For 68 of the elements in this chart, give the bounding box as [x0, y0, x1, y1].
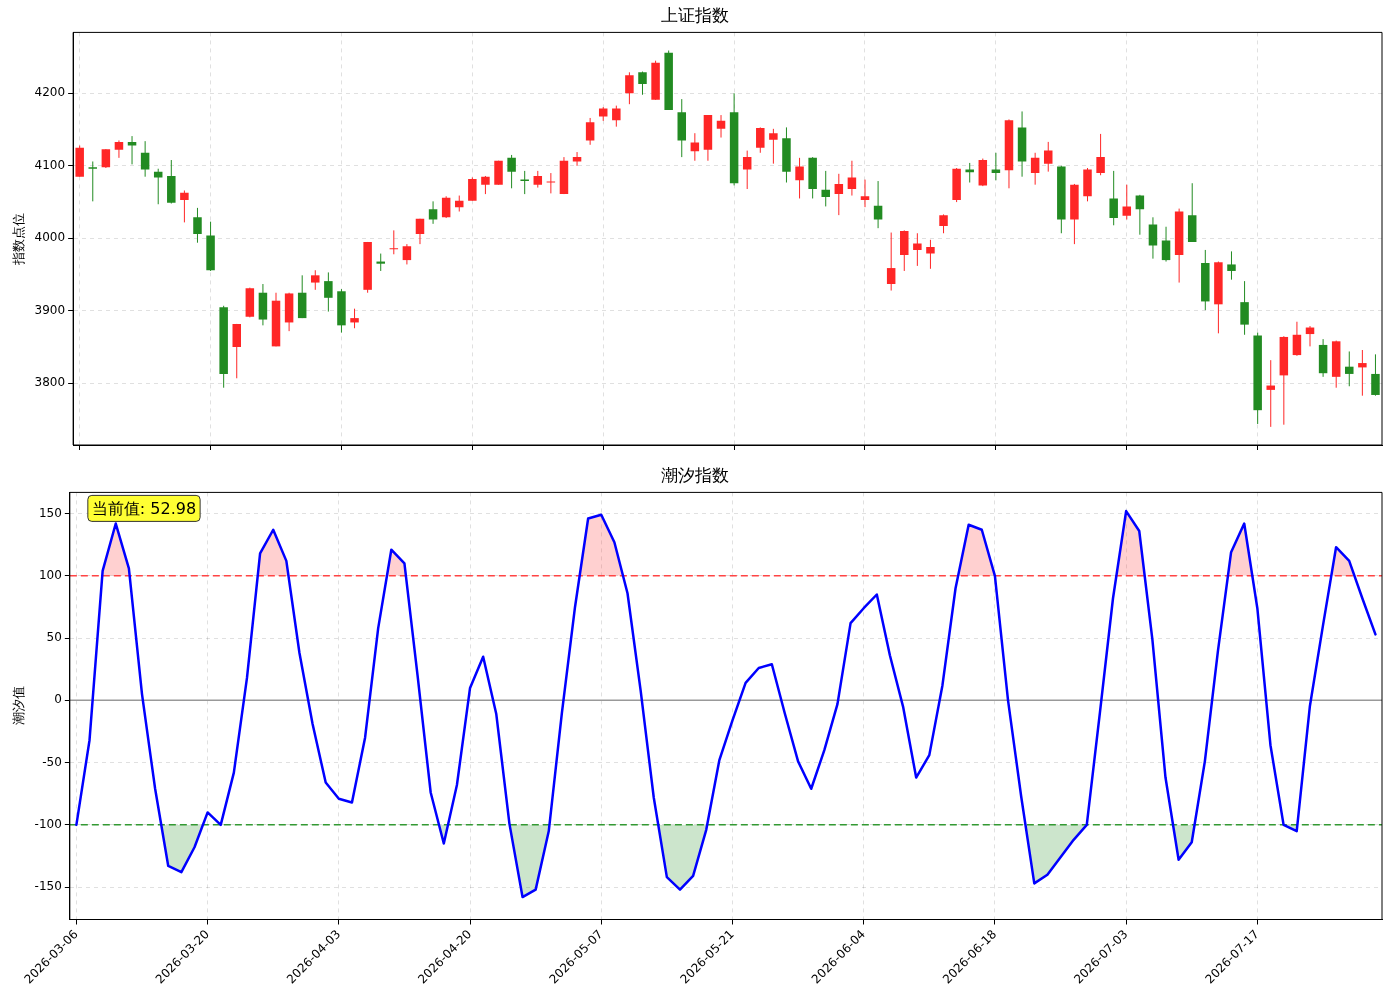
candlestick [468, 176, 477, 202]
candlestick [926, 239, 935, 270]
candlestick [180, 189, 189, 223]
candlestick [939, 213, 948, 234]
y-tick-label: -150 [34, 879, 62, 894]
candlestick [1148, 216, 1158, 260]
candlestick [1122, 184, 1132, 220]
y-tick-label: -100 [34, 816, 62, 831]
candlestick [1292, 321, 1302, 357]
candlestick [88, 160, 98, 202]
candlestick [716, 114, 726, 139]
y-tick-label: 0 [54, 692, 62, 707]
candlestick [742, 150, 752, 190]
candlestick [193, 207, 202, 244]
candlestick [232, 323, 241, 379]
candlestick [1030, 152, 1040, 186]
candlestick [834, 173, 844, 216]
candlestick [913, 232, 922, 267]
candlestick [756, 126, 765, 154]
y-tick-label: 100 [38, 567, 62, 582]
candlestick [821, 170, 830, 207]
candlestick [1043, 141, 1053, 173]
candlestick [1096, 133, 1105, 176]
y-tick-label: 150 [38, 505, 62, 520]
candlestick [350, 308, 359, 329]
candlestick [114, 139, 124, 159]
candlestick [1358, 349, 1367, 397]
candlestick [428, 200, 438, 225]
candlestick [769, 128, 778, 165]
candlestick [402, 243, 412, 265]
candlestick [324, 271, 333, 313]
candlestick [1345, 350, 1354, 387]
candlestick [441, 195, 451, 219]
y-tick-label: 4100 [34, 157, 66, 172]
candlestick [1371, 353, 1380, 397]
chart-title: 上证指数 [661, 4, 729, 25]
candlestick [886, 232, 896, 292]
candlestick [991, 152, 1001, 181]
candlestick [507, 154, 516, 189]
y-tick-label: 4200 [34, 85, 66, 100]
y-axis-title: 指数点位 [11, 212, 27, 266]
y-tick-label: 3800 [34, 375, 66, 390]
y-tick-label: -50 [42, 754, 62, 769]
candlestick [1161, 226, 1171, 263]
candlestick [900, 229, 909, 272]
chart-title: 潮汐指数 [661, 464, 729, 485]
y-axis-title: 潮汐值 [11, 686, 27, 726]
candlestick [1109, 170, 1118, 226]
candlestick [1266, 359, 1275, 428]
annotation: 当前值: 52.98 [91, 498, 197, 518]
candlestick [612, 105, 621, 128]
candlestick [585, 117, 595, 146]
candlestick [860, 179, 870, 208]
candlestick [847, 160, 857, 197]
y-tick-label: 4000 [34, 230, 66, 245]
candlestick [415, 218, 425, 245]
candlestick [625, 71, 634, 105]
candlestick [1240, 280, 1249, 336]
y-tick-label: 50 [46, 630, 62, 645]
y-tick-label: 3900 [34, 302, 66, 317]
candlestick [101, 148, 111, 169]
candlestick [481, 175, 490, 195]
candlestick [965, 162, 974, 183]
candlestick [127, 135, 137, 165]
candlestick [795, 157, 804, 199]
candlestick [1227, 250, 1236, 281]
candlestick [311, 269, 320, 291]
candlestick [140, 140, 150, 178]
